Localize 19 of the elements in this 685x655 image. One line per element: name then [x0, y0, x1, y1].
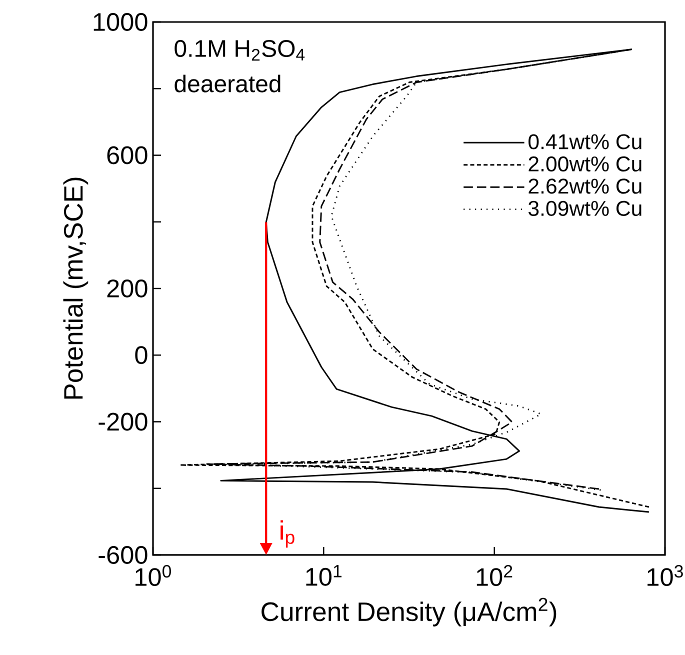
y-tick-label: 600	[107, 146, 148, 164]
x-tick-label: 10$^{1}$	[306, 565, 342, 586]
y-tick-label: 200	[107, 280, 148, 298]
annotation: i$_{p}$	[280, 520, 294, 548]
x-tick-label: 10$^{2}$	[476, 565, 512, 586]
legend-label: 3.09wt% Cu	[528, 200, 642, 216]
y-axis-title: Potential (mv,SCE)	[63, 178, 88, 399]
y-tick-label: 1000	[94, 13, 148, 31]
x-tick-label: 10$^{0}$	[136, 565, 171, 586]
y-tick-label: -600	[98, 546, 148, 564]
annotation: 0.1M H$_{2}$SO$_{4}$	[174, 40, 305, 61]
annotation: deaerated	[174, 74, 280, 92]
x-axis-title: Current Density (μA/cm$^{2}$)	[262, 598, 556, 626]
x-tick-label: 10$^{3}$	[648, 565, 683, 586]
legend-label: 2.62wt% Cu	[528, 178, 642, 194]
legend-label: 0.41wt% Cu	[528, 134, 642, 150]
y-tick-label: -200	[98, 412, 148, 431]
y-tick-label: 0	[135, 346, 148, 364]
legend-label: 2.00wt% Cu	[528, 156, 642, 172]
